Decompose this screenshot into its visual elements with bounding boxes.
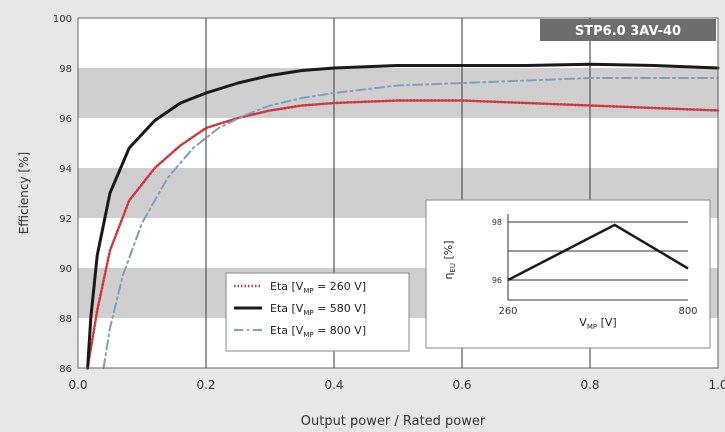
y-tick-label: 98 (59, 64, 72, 75)
y-tick-label: 94 (59, 164, 72, 175)
legend-label: Eta [VMP = 260 V] (270, 280, 366, 295)
y-tick-label: 92 (59, 214, 72, 225)
y-tick-label: 88 (59, 314, 72, 325)
series-line-2 (86, 62, 720, 370)
x-tick-label: 0.0 (68, 378, 87, 392)
inset-y-tick-label: 98 (492, 218, 502, 227)
series-line-1 (86, 99, 720, 370)
model-badge: STP6.0 3AV-40 (540, 19, 716, 41)
y-axis-label: Efficiency [%] (17, 152, 31, 234)
plot-band (78, 68, 718, 118)
inset-chart: 96 98 260 800 VMP [V] ηEU [%] (425, 199, 711, 349)
plot-band (78, 118, 718, 168)
y-tick-label: 90 (59, 264, 72, 275)
x-tick-label: 0.6 (452, 378, 471, 392)
x-axis-label: Output power / Rated power (301, 414, 486, 429)
inset-x-tick-label: 800 (678, 306, 697, 317)
legend-label: Eta [VMP = 800 V] (270, 324, 366, 339)
x-tick-label: 1.0 (708, 378, 725, 392)
y-tick-label: 96 (59, 114, 72, 125)
legend-label: Eta [VMP = 580 V] (270, 302, 366, 317)
tick-labels: 0.0 0.2 0.4 0.6 0.8 1.0 86 88 90 92 94 96 98 100 (53, 14, 725, 392)
x-tick-label: 0.8 (580, 378, 599, 392)
y-tick-label: 86 (59, 364, 72, 375)
inset-y-axis-label: ηEU [%] (442, 240, 457, 279)
inset-series-line (507, 223, 689, 282)
legend: Eta [VMP = 260 V] Eta [VMP = 580 V] Eta [V… (225, 272, 410, 352)
x-tick-label: 0.2 (196, 378, 215, 392)
model-badge-text: STP6.0 3AV-40 (575, 24, 681, 39)
inset-x-tick-label: 260 (498, 306, 517, 317)
plot-border (77, 17, 719, 369)
inset-x-axis-label: VMP [V] (579, 316, 616, 331)
y-tick-label: 100 (53, 14, 72, 25)
x-tick-label: 0.4 (324, 378, 343, 392)
inset-y-tick-label: 96 (492, 276, 502, 285)
model-badge-bg (540, 19, 716, 41)
series-line-3 (102, 77, 719, 369)
series-layer (86, 62, 720, 370)
inset-box (425, 199, 711, 349)
